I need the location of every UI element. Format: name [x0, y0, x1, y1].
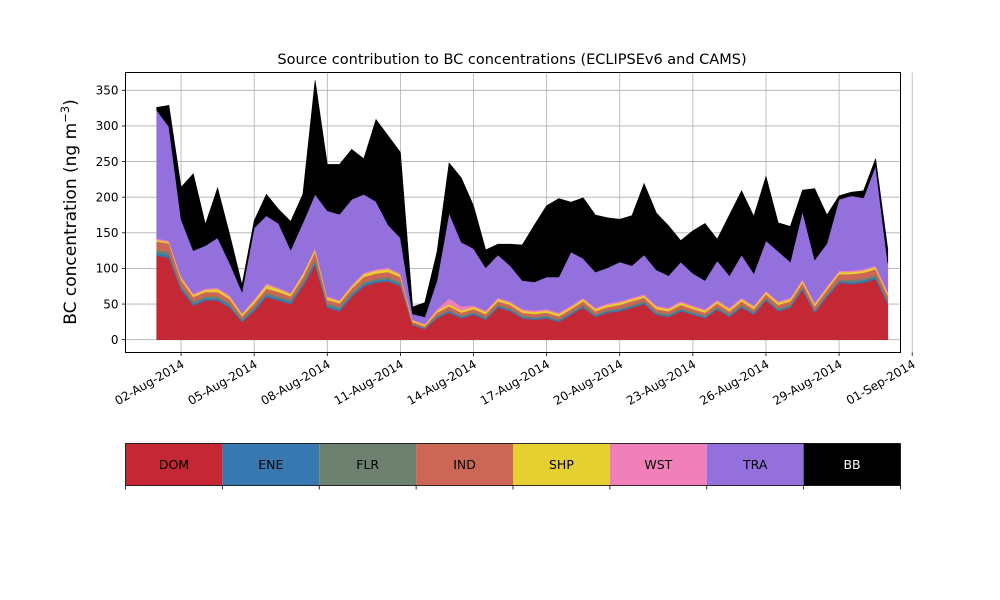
source-colorbar: DOM ENE FLR IND SHP WST TRA BB	[125, 443, 901, 490]
x-tick-label: 02-Aug-2014	[112, 357, 186, 408]
y-tick-label: 350	[96, 84, 119, 98]
plot-frame	[125, 72, 901, 353]
colorbar-swatch-ene	[222, 443, 320, 486]
chart-title: Source contribution to BC concentrations…	[277, 52, 746, 68]
colorbar-label-wst: WST	[644, 457, 672, 472]
y-axis-label-exponent: −3	[58, 106, 72, 123]
colorbar-swatch-ind	[416, 443, 513, 486]
y-tick-label: 250	[96, 155, 119, 169]
colorbar-swatch-flr	[319, 443, 417, 486]
x-tick-label: 20-Aug-2014	[551, 357, 625, 408]
y-axis-label-prefix: BC concentration (ng m	[61, 123, 81, 325]
x-tick-label: 14-Aug-2014	[405, 357, 479, 408]
x-tick-label: 01-Sep-2014	[844, 357, 918, 408]
y-axis-ticks: 0 50 100 150 200 250 300 350	[96, 84, 126, 347]
stacked-areas	[156, 80, 889, 340]
y-tick-label: 200	[96, 190, 119, 204]
x-tick-label: 26-Aug-2014	[697, 357, 771, 408]
colorbar-label-tra: TRA	[742, 457, 768, 472]
colorbar-label-ind: IND	[453, 457, 476, 472]
y-tick-label: 150	[96, 226, 119, 240]
x-tick-label: 08-Aug-2014	[259, 357, 333, 408]
y-tick-label: 50	[103, 297, 118, 311]
x-tick-label: 05-Aug-2014	[185, 357, 259, 408]
colorbar-label-dom: DOM	[159, 457, 189, 472]
colorbar-swatch-wst	[609, 443, 707, 486]
colorbar-swatch-shp	[513, 443, 610, 486]
area-bb	[156, 80, 889, 318]
colorbar-label-ene: ENE	[258, 457, 283, 472]
colorbar-label-flr: FLR	[356, 457, 379, 472]
x-tick-label: 29-Aug-2014	[770, 357, 844, 408]
colorbar-label-bb: BB	[843, 457, 860, 472]
x-tick-label: 11-Aug-2014	[332, 357, 406, 408]
y-tick-label: 300	[96, 119, 119, 133]
y-tick-label: 100	[96, 262, 119, 276]
colorbar-swatch-dom	[125, 443, 223, 486]
colorbar-label-shp: SHP	[549, 457, 574, 472]
colorbar-swatch-bb	[803, 443, 901, 486]
colorbar-swatch-tra	[706, 443, 804, 486]
x-tick-label: 23-Aug-2014	[624, 357, 698, 408]
x-tick-label: 17-Aug-2014	[478, 357, 552, 408]
y-tick-label: 0	[111, 333, 119, 347]
x-axis-ticks: 02-Aug-201405-Aug-201408-Aug-201411-Aug-…	[112, 352, 918, 408]
y-axis-label: BC concentration (ng m−3)	[58, 99, 81, 325]
y-axis-label-suffix: )	[61, 99, 81, 106]
